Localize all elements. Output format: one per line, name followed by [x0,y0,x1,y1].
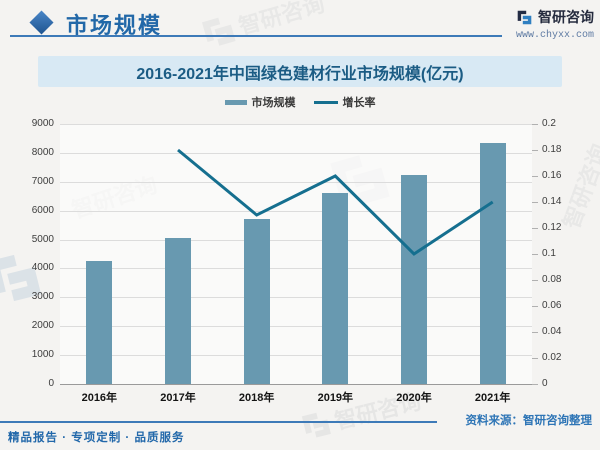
footer-divider [0,421,437,423]
left-axis-tick: 3000 [31,291,54,303]
page-title: 市场规模 [66,13,163,38]
right-axis-tick-mark [532,358,538,359]
legend-item-growth-rate: 增长率 [313,94,376,110]
bar-2021年 [479,142,506,384]
chart-title-banner: 2016-2021年中国绿色建材行业市场规模(亿元) [38,56,562,87]
gridline [60,210,532,212]
left-axis-tick: 4000 [31,262,54,274]
chart-legend: 市场规模 增长率 [0,94,600,110]
left-axis-tick: 2000 [31,320,54,332]
bar-2016年 [86,261,113,384]
right-axis-tick-mark [532,202,538,203]
plot-area [60,124,532,385]
right-axis-tick: 0 [542,378,548,389]
section-diamond-icon [29,10,54,35]
gridline [60,124,532,125]
right-axis-tick: 0.2 [542,118,556,129]
x-axis-label-2016年: 2016年 [81,392,118,404]
right-axis-tick-mark [532,124,538,125]
right-axis-tick-mark [532,176,538,177]
bar-2019年 [322,193,349,384]
right-axis-tick: 0.06 [542,300,562,311]
left-axis-tick: 0 [48,378,54,389]
gridline [60,297,532,299]
footer-tagline: 精品报告 · 专项定制 · 品质服务 [8,432,185,444]
left-axis-tick: 1000 [31,349,54,361]
brand-url: www.chyxx.com [515,30,594,41]
right-axis-tick-mark [532,150,538,151]
right-axis-tick-mark [532,306,538,307]
right-axis-tick: 0.12 [542,222,562,233]
left-axis-tick: 7000 [31,175,54,187]
x-axis-label-2018年: 2018年 [238,392,275,404]
x-axis-label-2021年: 2021年 [474,392,511,404]
x-axis-label-2020年: 2020年 [396,392,432,404]
data-source: 资料来源：智研咨询整理 [465,415,593,427]
brand-name: 智研咨询 [538,9,594,25]
gridline [60,152,532,154]
brand-logo-icon [201,17,236,46]
left-axis-tick: 5000 [31,233,54,245]
left-axis-tick: 6000 [31,204,54,216]
header-divider [10,35,502,37]
gridline [60,355,532,357]
right-axis-tick: 0.18 [542,144,562,155]
right-axis-tick: 0.14 [542,196,562,207]
left-axis-tick: 9000 [31,118,54,129]
line-series-swatch-icon [313,100,338,104]
right-axis-tick-mark [532,280,538,281]
left-axis-tick: 8000 [31,146,54,158]
right-axis-tick: 0.04 [542,326,562,337]
right-axis-tick: 0.08 [542,274,562,285]
right-axis-tick-mark [532,254,538,255]
bar-2018年 [243,219,270,384]
bar-2017年 [165,238,191,384]
x-axis-label-2019年: 2019年 [317,392,354,404]
legend-item-market-size: 市场规模 [224,94,296,110]
right-axis-tick-mark [532,228,538,229]
brand-logo-icon [517,10,532,24]
gridline [60,326,532,328]
gridline [60,239,532,241]
bar-2020年 [401,174,427,384]
right-axis-tick: 0.02 [542,352,562,363]
right-axis-tick-mark [532,332,538,333]
bar-series-swatch-icon [224,99,247,105]
chart-title: 2016-2021年中国绿色建材行业市场规模(亿元) [136,65,464,83]
brand-logo-icon [301,412,331,438]
x-axis-label-2017年: 2017年 [160,392,196,404]
growth-rate-line [177,148,494,256]
gridline [60,181,532,183]
gridline [60,268,532,270]
watermark: 智研咨询 [198,0,329,53]
right-axis-tick: 0.16 [542,170,562,181]
right-axis-tick-mark [532,384,538,385]
right-axis-tick: 0.1 [542,248,556,259]
brand-block: 智研咨询 www.chyxx.com [484,7,594,41]
